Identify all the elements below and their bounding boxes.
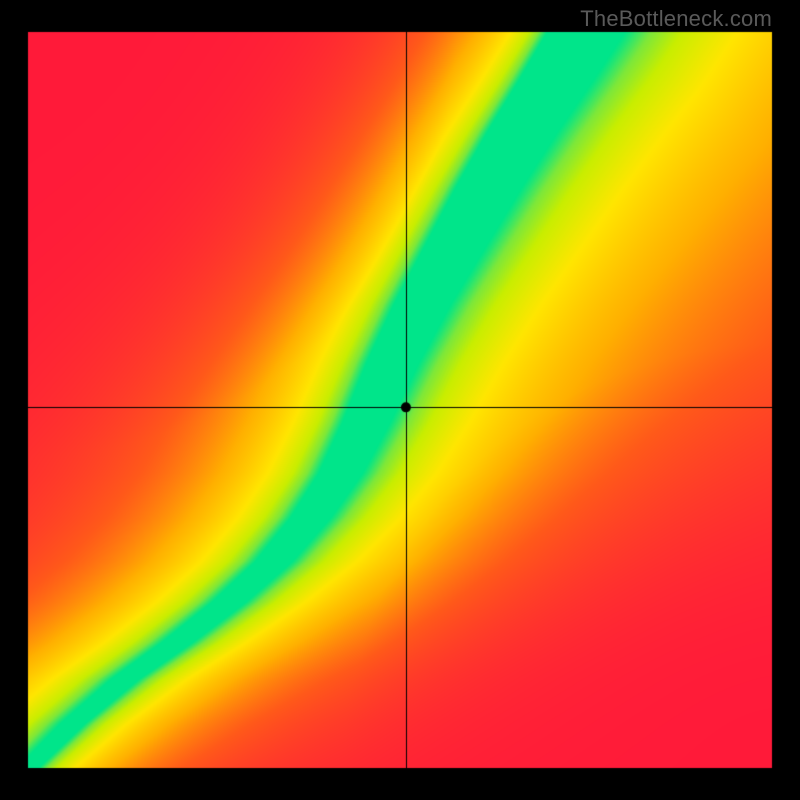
- heatmap-canvas: [0, 0, 800, 800]
- watermark-text: TheBottleneck.com: [580, 6, 772, 32]
- chart-container: TheBottleneck.com: [0, 0, 800, 800]
